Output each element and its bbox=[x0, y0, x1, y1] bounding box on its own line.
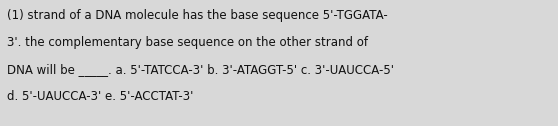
Text: 3'. the complementary base sequence on the other strand of: 3'. the complementary base sequence on t… bbox=[7, 36, 368, 49]
Text: (1) strand of a DNA molecule has the base sequence 5'-TGGATA-: (1) strand of a DNA molecule has the bas… bbox=[7, 9, 387, 22]
Text: d. 5'-UAUCCA-3' e. 5'-ACCTAT-3': d. 5'-UAUCCA-3' e. 5'-ACCTAT-3' bbox=[7, 90, 193, 103]
Text: DNA will be _____. a. 5'-TATCCA-3' b. 3'-ATAGGT-5' c. 3'-UAUCCA-5': DNA will be _____. a. 5'-TATCCA-3' b. 3'… bbox=[7, 63, 394, 76]
